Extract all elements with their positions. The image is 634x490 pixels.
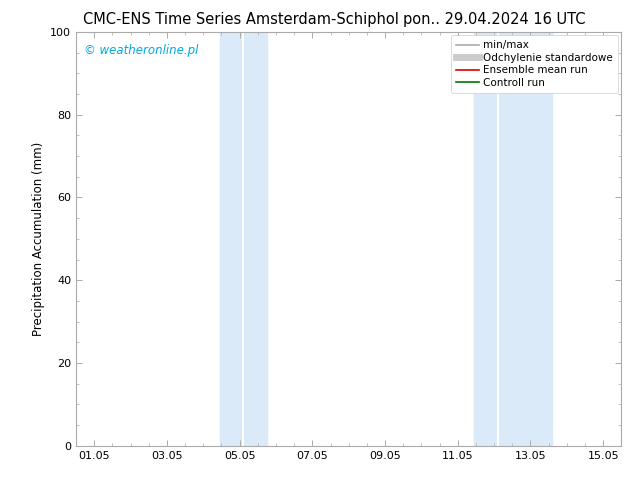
Bar (243, 32, 267, 446)
Legend: min/max, Odchylenie standardowe, Ensemble mean run, Controll run: min/max, Odchylenie standardowe, Ensembl… (451, 35, 618, 93)
Bar (498, 32, 552, 446)
Text: © weatheronline.pl: © weatheronline.pl (84, 44, 198, 57)
Text: CMC-ENS Time Series Amsterdam-Schiphol: CMC-ENS Time Series Amsterdam-Schiphol (83, 12, 399, 27)
Bar (219, 32, 243, 446)
Y-axis label: Precipitation Accumulation (mm): Precipitation Accumulation (mm) (32, 142, 44, 336)
Text: pon.. 29.04.2024 16 UTC: pon.. 29.04.2024 16 UTC (403, 12, 586, 27)
Bar (474, 32, 498, 446)
